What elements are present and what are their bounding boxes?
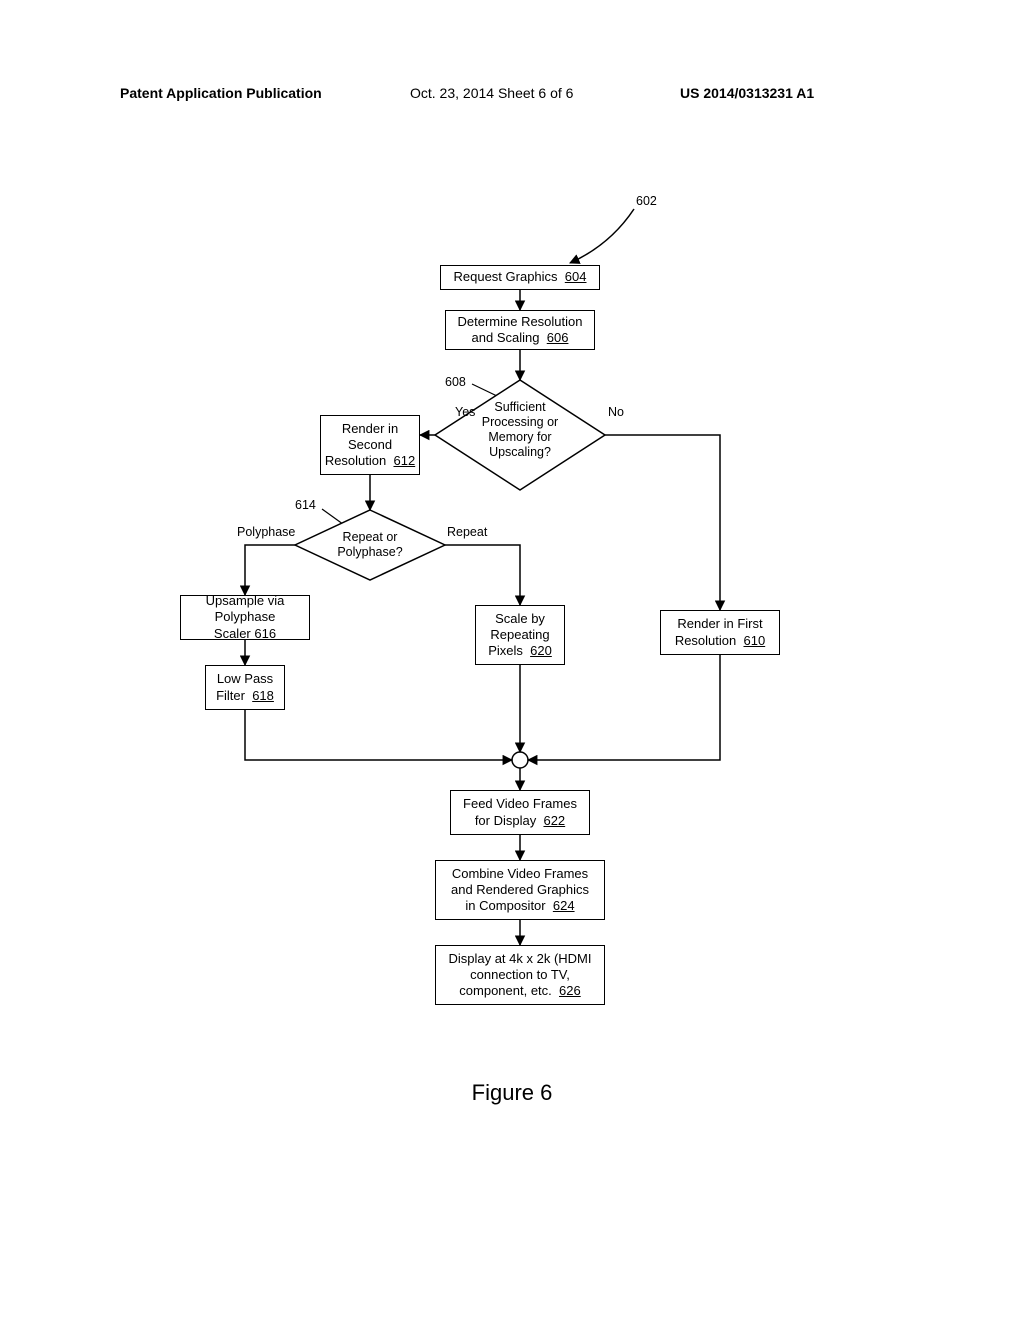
node-616: Upsample via Polyphase Scaler 616 (180, 595, 310, 640)
node-610: Render in First Resolution 610 (660, 610, 780, 655)
label-repeat: Repeat (447, 525, 487, 539)
ref-614: 614 (295, 498, 316, 512)
node-622: Feed Video Frames for Display 622 (450, 790, 590, 835)
node-624: Combine Video Frames and Rendered Graphi… (435, 860, 605, 920)
label-polyphase: Polyphase (237, 525, 295, 539)
node-606: Determine Resolution and Scaling 606 (445, 310, 595, 350)
figure-caption: Figure 6 (0, 1080, 1024, 1106)
ref-602: 602 (636, 194, 657, 208)
node-626: Display at 4k x 2k (HDMI connection to T… (435, 945, 605, 1005)
diamond-614-text: Repeat or Polyphase? (330, 530, 410, 560)
node-620: Scale by Repeating Pixels 620 (475, 605, 565, 665)
diamond-608-text: Sufficient Processing or Memory for Upsc… (470, 400, 570, 460)
page: Patent Application Publication Oct. 23, … (0, 0, 1024, 1320)
node-618: Low Pass Filter 618 (205, 665, 285, 710)
label-yes: Yes (455, 405, 475, 419)
label-no: No (608, 405, 624, 419)
ref-608: 608 (445, 375, 466, 389)
node-612: Render in Second Resolution 612 (320, 415, 420, 475)
node-604: Request Graphics 604 (440, 265, 600, 290)
